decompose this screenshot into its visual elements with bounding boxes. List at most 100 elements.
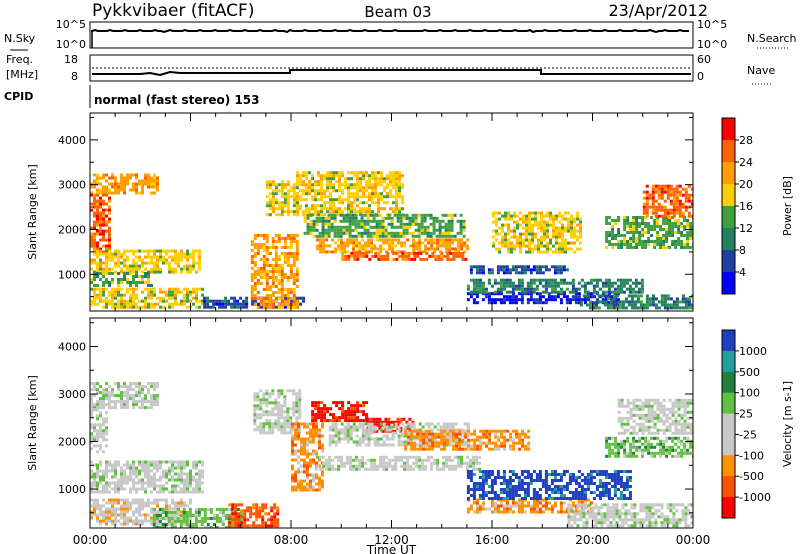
power-region [642, 184, 693, 218]
power-region [90, 173, 159, 195]
power-colorbar-swatch [722, 206, 735, 229]
power-panel: 1000 2000 3000 4000 Slant Range [km] 28 24 20 16… [26, 112, 794, 312]
nsearch-label: N.Search [747, 32, 797, 45]
velocity-region [152, 508, 243, 528]
power-ytick-label: 4000 [58, 134, 86, 147]
velocity-region [567, 503, 693, 528]
nave-tick-top: 60 [697, 53, 711, 66]
xtick-label: 00:00 [676, 533, 711, 547]
date-label: 23/Apr/2012 [608, 1, 708, 20]
cpid-text: normal (fast stereo) 153 [94, 93, 260, 107]
power-colorbar-tick-label: 24 [739, 156, 753, 169]
power-region [492, 211, 582, 254]
station-title: Pykkvibaer (fitACF) [92, 1, 254, 21]
nsky-label: N.Sky [4, 32, 36, 45]
power-region [296, 171, 404, 217]
power-region [466, 292, 620, 305]
velocity-colorbar-swatch [722, 392, 735, 415]
velocity-region [617, 398, 693, 435]
power-region [469, 265, 569, 275]
power-colorbar-tick-label: 20 [739, 178, 753, 191]
velocity-colorbar-tick-label: -100 [739, 449, 764, 462]
cpid-label: CPID [4, 90, 33, 103]
velocity-colorbar-tick-label: -25 [739, 428, 757, 441]
power-colorbar-tick-label: 28 [739, 134, 753, 147]
velocity-colorbar-swatch [722, 330, 735, 352]
x-axis-label: Time UT [366, 543, 417, 554]
velocity-region [316, 455, 482, 471]
power-region [316, 238, 470, 254]
velocity-colorbar-tick-label: 100 [739, 387, 760, 400]
nave-label: Nave [747, 64, 775, 77]
power-region [265, 180, 299, 217]
velocity-panel: 1000 2000 3000 4000 Slant Range [km] 1000 500 1… [26, 317, 794, 529]
freq-tick-top: 18 [64, 53, 78, 66]
nsearch-tick-top: 10^5 [697, 18, 727, 31]
nsky-trace [91, 28, 689, 34]
velocity-region [90, 382, 159, 410]
velocity-colorbar-tick-label: -1000 [739, 491, 771, 504]
velocity-colorbar-swatch [722, 434, 735, 456]
velocity-colorbar-tick-label: 500 [739, 366, 760, 379]
power-ytick-label: 1000 [58, 268, 86, 281]
power-colorbar-swatch [722, 140, 735, 163]
velocity-region [253, 389, 302, 435]
power-colorbar-tick-label: 8 [739, 244, 746, 257]
freq-label-line1: Freq. [6, 53, 33, 66]
power-region [605, 216, 693, 249]
power-ytick-label: 2000 [58, 223, 86, 236]
nave-tick-bottom: 0 [697, 70, 704, 83]
velocity-ytick-label: 1000 [58, 483, 86, 496]
velocity-data [90, 382, 693, 528]
velocity-colorbar-frame [721, 329, 736, 519]
velocity-colorbar-tick-label: -500 [739, 470, 764, 483]
beam-label: Beam 03 [364, 3, 431, 21]
velocity-region [90, 408, 108, 454]
nsky-tick-top: 10^5 [56, 18, 86, 31]
velocity-colorbar-tick-label: 25 [739, 408, 753, 421]
nsky-tick-bottom: 10^0 [56, 38, 86, 51]
power-region [90, 272, 153, 287]
xtick-label: 12:00 [374, 533, 409, 547]
velocity-colorbar-tick-label: 1000 [739, 345, 767, 358]
power-colorbar-tick-label: 4 [739, 266, 746, 279]
velocity-ytick-label: 2000 [58, 436, 86, 449]
velocity-colorbar-swatch [722, 350, 735, 373]
power-ylabel: Slant Range [km] [26, 164, 39, 260]
power-colorbar-tick-label: 12 [739, 222, 753, 235]
power-data [90, 171, 693, 310]
velocity-region [466, 470, 632, 500]
freq-label-line2: [MHz] [6, 68, 38, 81]
xtick-label: 20:00 [575, 533, 610, 547]
xtick-label: 04:00 [173, 533, 208, 547]
velocity-colorbar-swatch [722, 497, 735, 519]
power-region [250, 234, 299, 309]
power-colorbar-swatch [722, 184, 735, 207]
xtick-label: 08:00 [274, 533, 309, 547]
velocity-region [291, 422, 324, 492]
power-colorbar-swatch [722, 250, 735, 273]
power-region [579, 294, 693, 310]
power-ytick-label: 3000 [58, 179, 86, 192]
velocity-colorbar-swatch [722, 455, 735, 477]
velocity-region [404, 429, 531, 451]
power-region [90, 193, 111, 254]
freq-tick-bottom: 8 [71, 70, 78, 83]
power-frame [89, 112, 694, 312]
power-region [303, 213, 466, 238]
power-colorbar-tick-label: 16 [739, 200, 753, 213]
velocity-ytick-label: 4000 [58, 341, 86, 354]
nsky-panel-frame [89, 21, 694, 49]
velocity-colorbar-label: Velocity [m s-1] [781, 381, 794, 467]
velocity-colorbar-swatch [722, 413, 735, 435]
power-region [466, 278, 644, 294]
power-colorbar-swatch [722, 228, 735, 251]
xtick-label: 00:00 [73, 533, 108, 547]
velocity-region [605, 436, 693, 458]
velocity-ytick-label: 3000 [58, 388, 86, 401]
velocity-region [466, 498, 593, 514]
velocity-region [311, 401, 369, 423]
power-colorbar-swatch [722, 162, 735, 185]
velocity-region [228, 503, 280, 528]
